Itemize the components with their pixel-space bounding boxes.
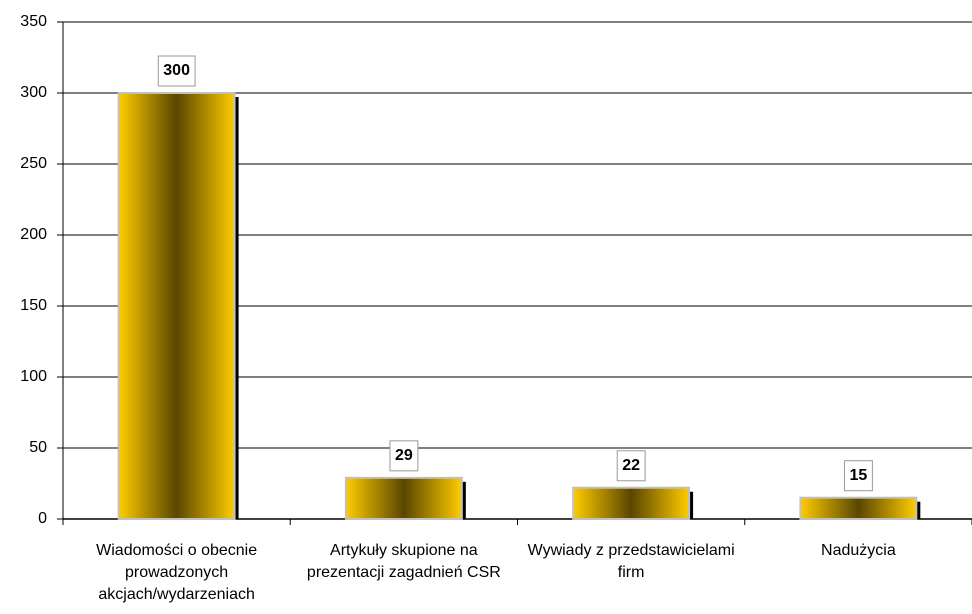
bar-shadow xyxy=(461,481,466,519)
value-label-box xyxy=(616,450,646,482)
bar-shadow xyxy=(689,491,694,519)
value-label: 29 xyxy=(395,447,413,464)
y-tick-label: 150 xyxy=(20,297,47,314)
bar-shadow xyxy=(234,97,239,519)
value-label: 22 xyxy=(622,457,640,474)
x-tick-label: Artykuły skupione na prezentacji zagadni… xyxy=(306,542,501,581)
value-label-box xyxy=(843,460,873,492)
y-tick-label: 0 xyxy=(38,510,47,527)
bar xyxy=(572,486,691,521)
x-tick-label: Wywiady z przedstawicielami firm xyxy=(527,542,735,581)
bar xyxy=(799,496,918,521)
value-label: 300 xyxy=(163,62,190,79)
bar xyxy=(117,92,236,520)
value-label-box xyxy=(157,55,196,87)
value-label-box xyxy=(389,440,419,472)
y-tick-label: 300 xyxy=(20,84,47,101)
bar-shadow xyxy=(916,501,921,519)
x-tick-label: Wiadomości o obecnie prowadzonych akcjac… xyxy=(96,542,258,603)
y-tick-label: 200 xyxy=(20,226,47,243)
y-tick-label: 250 xyxy=(20,155,47,172)
y-tick-label: 100 xyxy=(20,368,47,385)
y-tick-label: 50 xyxy=(29,439,47,456)
y-tick-label: 350 xyxy=(20,13,47,30)
bar xyxy=(344,476,463,521)
value-label: 15 xyxy=(849,467,867,484)
x-tick-label: Nadużycia xyxy=(821,542,896,559)
